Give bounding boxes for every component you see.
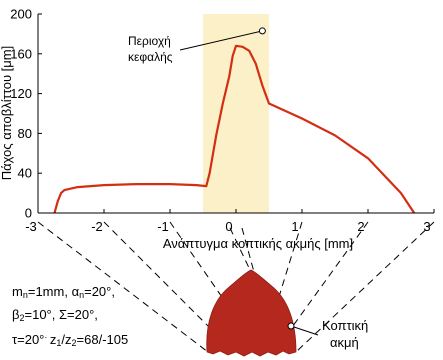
- projection-line: [289, 221, 369, 331]
- x-tick-label: 1: [291, 219, 298, 234]
- x-tick-label: 3: [423, 219, 430, 234]
- x-tick-label: -2: [91, 219, 103, 234]
- projection-line: [277, 221, 303, 301]
- head-region-band: [203, 14, 269, 213]
- y-axis-ticks: 0 40 80 120 160 200: [10, 7, 42, 221]
- head-region-label-line1: Περιοχή: [128, 34, 171, 48]
- projection-line: [229, 227, 252, 273]
- x-axis-ticks: -3 -2 -1 0 1 2 3: [25, 209, 435, 234]
- projection-line: [295, 221, 435, 353]
- cutting-edge-label-line1: Κοπτική: [322, 318, 368, 333]
- y-tick-label: 80: [18, 126, 32, 141]
- param-line-1: mn=1mm, αn=20°,: [12, 284, 115, 300]
- head-region-label-line2: κεφαλής: [128, 50, 173, 64]
- y-tick-label: 120: [10, 86, 32, 101]
- projection-line: [169, 221, 225, 301]
- y-axis-label: Πάχος αποβλίττου [μm]: [0, 46, 14, 180]
- chip-thickness-curve: [53, 44, 416, 214]
- cutting-edge-label-line2: ακμή: [330, 335, 359, 350]
- y-tick-label: 160: [10, 46, 32, 61]
- param-line-2: β2=10°, Σ=20°,: [12, 307, 98, 323]
- x-tick-label: 0: [225, 219, 232, 234]
- x-tick-label: -1: [157, 219, 169, 234]
- y-tick-label: 200: [10, 7, 32, 22]
- y-tick-label: 40: [18, 166, 32, 181]
- gear-parameters: mn=1mm, αn=20°, β2=10°, Σ=20°, τ=20°· z1…: [12, 282, 128, 353]
- cutting-tool: [206, 269, 297, 357]
- x-axis-label: Ανάπτυγμα κοπτικής ακμής [mm]: [163, 236, 353, 251]
- x-tick-label: -3: [25, 219, 37, 234]
- param-line-3: τ=20°· z1/z2=68/-105: [12, 332, 129, 348]
- projection-lines: [37, 221, 435, 353]
- cutting-edge-annotation: Κοπτική ακμή: [287, 318, 368, 350]
- head-region-annotation: Περιοχή κεφαλής: [120, 27, 266, 66]
- projection-line: [103, 221, 213, 331]
- x-tick-label: 2: [357, 219, 364, 234]
- y-tick-label: 0: [25, 206, 32, 221]
- projection-line: [241, 227, 255, 273]
